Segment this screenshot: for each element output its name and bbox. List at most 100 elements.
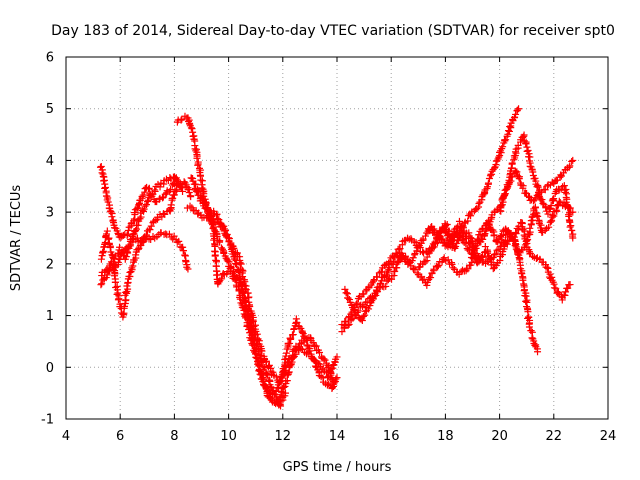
- y-tick-label: -1: [41, 413, 54, 428]
- data-point-marker: [276, 378, 284, 386]
- data-point-marker: [565, 209, 573, 217]
- data-point-marker: [527, 327, 535, 335]
- data-point-marker: [506, 123, 514, 131]
- data-point-marker: [568, 227, 576, 235]
- x-axis-label: GPS time / hours: [283, 460, 392, 475]
- data-point-marker: [267, 394, 275, 402]
- data-point-marker: [123, 231, 131, 239]
- data-point-marker: [147, 222, 155, 230]
- data-point-marker: [353, 308, 361, 316]
- data-point-marker: [434, 263, 442, 271]
- data-point-marker: [442, 222, 450, 230]
- data-point-marker: [175, 237, 183, 245]
- data-point-marker: [151, 187, 159, 195]
- data-point-marker: [443, 221, 451, 229]
- data-point-marker: [232, 261, 240, 269]
- data-point-marker: [133, 205, 141, 213]
- data-point-marker: [107, 208, 115, 216]
- data-point-marker: [507, 165, 515, 173]
- data-point-marker: [528, 334, 536, 342]
- data-point-marker: [390, 257, 398, 265]
- data-point-marker: [566, 223, 574, 231]
- data-point-marker: [167, 185, 175, 193]
- data-point-marker: [328, 383, 336, 391]
- data-point-marker: [132, 227, 140, 235]
- data-point-marker: [219, 245, 227, 253]
- data-point-marker: [455, 217, 463, 225]
- data-point-marker: [181, 251, 189, 259]
- data-point-marker: [122, 296, 130, 304]
- data-point-marker: [210, 236, 218, 244]
- data-point-marker: [467, 212, 475, 220]
- data-point-marker: [187, 124, 195, 132]
- data-point-marker: [113, 290, 121, 298]
- data-point-marker: [423, 278, 431, 286]
- data-point-marker: [282, 389, 290, 397]
- data-point-marker: [484, 179, 492, 187]
- data-point-marker: [243, 306, 251, 314]
- y-tick-label: 3: [46, 206, 54, 221]
- data-point-marker: [525, 313, 533, 321]
- data-point-marker: [192, 180, 200, 188]
- data-point-marker: [433, 232, 441, 240]
- data-point-marker: [215, 216, 223, 224]
- data-point-marker: [255, 351, 263, 359]
- data-point-marker: [519, 276, 527, 284]
- axis-ticks: [65, 56, 609, 420]
- data-point-marker: [145, 185, 153, 193]
- data-point-marker: [260, 381, 268, 389]
- data-point-marker: [99, 276, 107, 284]
- data-point-marker: [421, 232, 429, 240]
- data-point-marker: [450, 243, 458, 251]
- data-point-marker: [522, 297, 530, 305]
- data-point-marker: [236, 259, 244, 267]
- data-point-marker: [391, 267, 399, 275]
- data-point-marker: [455, 233, 463, 241]
- data-point-marker: [231, 255, 239, 263]
- data-point-marker: [214, 215, 222, 223]
- data-point-marker: [254, 340, 262, 348]
- data-point-marker: [124, 285, 132, 293]
- data-point-marker: [523, 237, 531, 245]
- data-point-marker: [246, 315, 254, 323]
- data-point-marker: [124, 230, 132, 238]
- data-point-marker: [464, 265, 472, 273]
- data-point-marker: [353, 299, 361, 307]
- x-tick-label: 6: [116, 429, 124, 444]
- data-point-marker: [369, 293, 377, 301]
- data-point-marker: [290, 325, 298, 333]
- data-point-marker: [277, 397, 285, 405]
- data-point-marker: [550, 195, 558, 203]
- data-point-marker: [434, 233, 442, 241]
- data-point-marker: [515, 175, 523, 183]
- data-point-marker: [179, 187, 187, 195]
- data-point-marker: [98, 280, 106, 288]
- data-point-marker: [490, 250, 498, 258]
- data-point-marker: [448, 260, 456, 268]
- data-point-marker: [180, 247, 188, 255]
- data-point-marker: [325, 366, 333, 374]
- data-point-marker: [170, 232, 178, 240]
- data-point-marker: [508, 159, 516, 167]
- data-point-marker: [276, 401, 284, 409]
- data-point-marker: [159, 210, 167, 218]
- data-point-marker: [528, 213, 536, 221]
- data-point-marker: [459, 224, 467, 232]
- data-point-marker: [525, 323, 533, 331]
- data-point-marker: [518, 270, 526, 278]
- x-tick-label: 16: [383, 429, 400, 444]
- data-point-marker: [169, 194, 177, 202]
- data-point-marker: [569, 156, 577, 164]
- data-point-marker: [146, 226, 154, 234]
- data-point-marker: [555, 197, 563, 205]
- data-point-marker: [473, 204, 481, 212]
- data-point-marker: [103, 230, 111, 238]
- data-point-marker: [472, 254, 480, 262]
- data-point-marker: [483, 225, 491, 233]
- x-tick-label: 10: [220, 429, 237, 444]
- data-point-marker: [362, 287, 370, 295]
- data-point-marker: [269, 386, 277, 394]
- data-point-marker: [495, 153, 503, 161]
- x-tick-label: 8: [170, 429, 178, 444]
- data-point-marker: [122, 253, 130, 261]
